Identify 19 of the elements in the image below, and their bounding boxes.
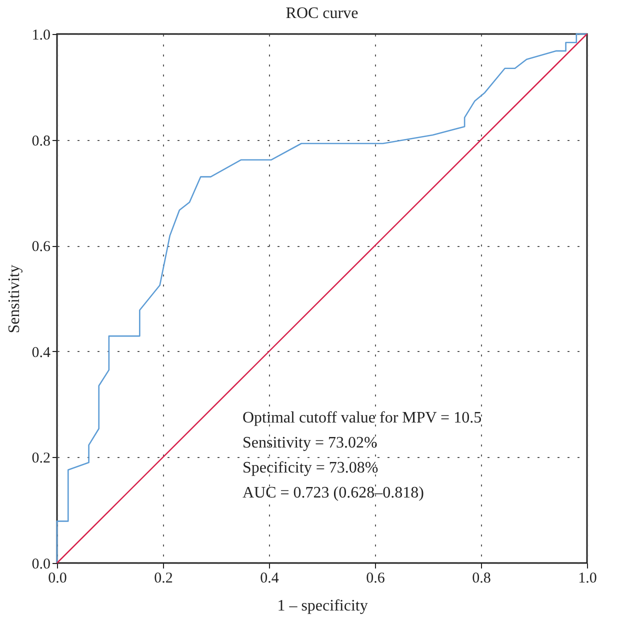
x-tick-label: 0.6 bbox=[366, 570, 386, 586]
y-tick-label: 0.0 bbox=[32, 556, 50, 572]
y-axis-title: Sensitivity bbox=[6, 264, 23, 334]
x-tick-label: 0.8 bbox=[472, 570, 491, 586]
x-axis-title: 1 – specificity bbox=[277, 598, 368, 614]
annotation: Specificity = 73.08% bbox=[242, 460, 378, 477]
y-tick-label: 0.2 bbox=[32, 450, 50, 467]
annotation: Optimal cutoff value for MPV = 10.5 bbox=[242, 410, 482, 427]
x-tick-label: 0.4 bbox=[260, 570, 280, 586]
annotation: AUC = 0.723 (0.628–0.818) bbox=[242, 484, 424, 502]
y-tick-label: 0.4 bbox=[32, 344, 51, 361]
y-tick-label: 0.6 bbox=[32, 239, 51, 256]
y-tick-label: 1.0 bbox=[32, 28, 50, 44]
x-tick-label: 0.2 bbox=[154, 570, 173, 586]
x-tick-label: 1.0 bbox=[578, 570, 597, 586]
x-tick-label: 0.0 bbox=[48, 570, 67, 586]
annotation: Sensitivity = 73.02% bbox=[242, 434, 378, 452]
chart-title: ROC curve bbox=[286, 5, 358, 22]
y-tick-label: 0.8 bbox=[32, 133, 50, 150]
